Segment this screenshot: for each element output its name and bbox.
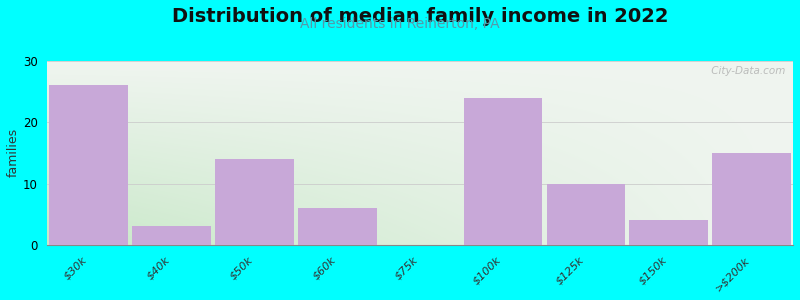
Title: Distribution of median family income in 2022: Distribution of median family income in … bbox=[172, 7, 669, 26]
Bar bbox=[132, 226, 211, 245]
Bar bbox=[464, 98, 542, 245]
Bar bbox=[50, 85, 128, 245]
Text: City-Data.com: City-Data.com bbox=[708, 66, 786, 76]
Bar bbox=[630, 220, 708, 245]
Bar bbox=[298, 208, 377, 245]
Bar bbox=[546, 184, 626, 245]
Bar bbox=[712, 153, 791, 245]
Y-axis label: families: families bbox=[7, 128, 20, 177]
Text: All residents in Reinerton, PA: All residents in Reinerton, PA bbox=[300, 17, 500, 32]
Bar bbox=[215, 159, 294, 245]
